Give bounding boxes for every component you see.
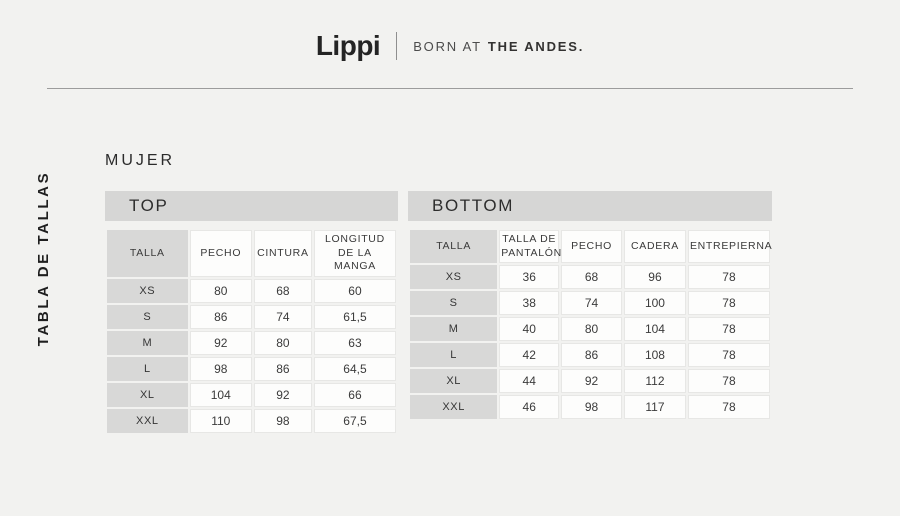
measurement-cell: 36 (499, 265, 560, 290)
measurement-cell: 98 (253, 408, 312, 433)
size-column-header: TALLA (107, 230, 188, 277)
size-table-top-body: TALLA PECHO CINTURA LONGITUD DE LA MANGA XS 8… (105, 228, 398, 435)
table-header-row: TALLA PECHO CINTURA LONGITUD DE LA MANGA (107, 230, 396, 277)
size-label-cell: L (107, 356, 188, 381)
size-label-cell: S (410, 291, 498, 316)
measurement-cell: 96 (624, 265, 686, 290)
measurement-cell: 98 (189, 356, 252, 381)
size-label-cell: XL (410, 369, 498, 394)
size-label-cell: S (107, 304, 188, 329)
measurement-cell: 78 (687, 317, 770, 342)
brand-tagline: BORN AT THE ANDES. (413, 39, 584, 54)
size-chart-main: MUJER TOP TALLA PECHO CINTURA LONGITUD DE L… (105, 152, 772, 435)
measurement-cell: 68 (561, 265, 622, 290)
measurement-cell: 44 (499, 369, 560, 394)
measurement-cell: 78 (687, 265, 770, 290)
measure-column-header: CADERA (624, 230, 686, 264)
table-title-bar-top: TOP (105, 191, 398, 221)
measurement-cell: 78 (687, 343, 770, 368)
measurement-cell: 98 (561, 395, 622, 420)
table-header-row: TALLA TALLA DE PANTALÓN PECHO CADERA ENTREPI… (410, 230, 772, 264)
measurement-cell: 108 (624, 343, 686, 368)
size-label-cell: M (107, 330, 188, 355)
measurement-cell: 68 (253, 278, 312, 303)
vertical-label-wrap: TABLA DE TALLAS (0, 88, 88, 428)
measurement-cell: 60 (313, 278, 396, 303)
size-table-top: TOP TALLA PECHO CINTURA LONGITUD DE LA MANG… (105, 191, 398, 435)
measure-column-header: TALLA DE PANTALÓN (499, 230, 561, 264)
table-row: XL 44 92 112 78 (410, 369, 770, 394)
size-table-bottom: BOTTOM TALLA TALLA DE PANTALÓN PECHO CADERA… (408, 191, 772, 421)
measurement-cell: 66 (313, 382, 396, 407)
brand-header: Lippi BORN AT THE ANDES. (0, 30, 900, 62)
size-label-cell: L (410, 343, 498, 368)
size-label-cell: XS (410, 265, 498, 290)
measurement-cell: 80 (253, 330, 312, 355)
measurement-cell: 80 (189, 278, 252, 303)
tables-row: TOP TALLA PECHO CINTURA LONGITUD DE LA MANG… (105, 191, 772, 435)
table-row: S 38 74 100 78 (410, 291, 770, 316)
measurement-cell: 74 (253, 304, 312, 329)
size-table: TALLA TALLA DE PANTALÓN PECHO CADERA ENTREPI… (408, 228, 772, 421)
table-row: XS 36 68 96 78 (410, 265, 770, 290)
section-title-mujer: MUJER (105, 152, 176, 169)
measurement-cell: 78 (687, 369, 770, 394)
measurement-cell: 67,5 (313, 408, 396, 433)
measurement-cell: 64,5 (313, 356, 396, 381)
tagline-regular: BORN AT (413, 38, 482, 54)
size-label-cell: XS (107, 278, 188, 303)
table-row: L 98 86 64,5 (107, 356, 396, 381)
vertical-title: TABLA DE TALLAS (35, 170, 53, 346)
measurement-cell: 110 (189, 408, 252, 433)
size-column-header: TALLA (410, 230, 498, 264)
measurement-cell: 40 (499, 317, 560, 342)
size-table: TALLA PECHO CINTURA LONGITUD DE LA MANGA XS 8… (105, 228, 398, 435)
measurement-cell: 46 (499, 395, 560, 420)
table-row: M 40 80 104 78 (410, 317, 770, 342)
measure-column-header: PECHO (561, 230, 622, 264)
measurement-cell: 86 (561, 343, 622, 368)
measure-column-header: PECHO (189, 230, 252, 277)
measurement-cell: 92 (189, 330, 252, 355)
size-table-bottom-body: TALLA TALLA DE PANTALÓN PECHO CADERA ENTREPI… (408, 228, 772, 421)
table-row: L 42 86 108 78 (410, 343, 770, 368)
table-title-bottom: BOTTOM (432, 196, 515, 215)
measurement-cell: 100 (624, 291, 686, 316)
header-rule (47, 88, 853, 89)
measure-column-header: CINTURA (253, 230, 312, 277)
size-label-cell: M (410, 317, 498, 342)
size-label-cell: XXL (410, 395, 498, 420)
measurement-cell: 74 (561, 291, 622, 316)
table-row: XS 80 68 60 (107, 278, 396, 303)
measurement-cell: 92 (561, 369, 622, 394)
measurement-cell: 78 (687, 291, 770, 316)
table-row: S 86 74 61,5 (107, 304, 396, 329)
measurement-cell: 42 (499, 343, 560, 368)
measurement-cell: 80 (561, 317, 622, 342)
size-label-cell: XL (107, 382, 188, 407)
measurement-cell: 104 (189, 382, 252, 407)
tagline-bold: THE ANDES. (487, 38, 585, 54)
table-row: M 92 80 63 (107, 330, 396, 355)
measurement-cell: 117 (624, 395, 686, 420)
measurement-cell: 61,5 (313, 304, 396, 329)
measure-column-header: LONGITUD DE LA MANGA (313, 230, 396, 277)
logo-divider (396, 32, 398, 60)
table-row: XL 104 92 66 (107, 382, 396, 407)
measurement-cell: 112 (624, 369, 686, 394)
measurement-cell: 38 (499, 291, 560, 316)
brand-logo: Lippi (315, 30, 381, 61)
measurement-cell: 78 (687, 395, 770, 420)
table-row: XXL 46 98 117 78 (410, 395, 770, 420)
measurement-cell: 92 (253, 382, 312, 407)
table-title-top: TOP (129, 196, 169, 215)
measure-column-header: ENTREPIERNA (687, 230, 772, 264)
table-row: XXL 110 98 67,5 (107, 408, 396, 433)
measurement-cell: 63 (313, 330, 396, 355)
table-title-bar-bottom: BOTTOM (408, 191, 772, 221)
size-label-cell: XXL (107, 408, 188, 433)
measurement-cell: 86 (189, 304, 252, 329)
measurement-cell: 86 (253, 356, 312, 381)
measurement-cell: 104 (624, 317, 686, 342)
